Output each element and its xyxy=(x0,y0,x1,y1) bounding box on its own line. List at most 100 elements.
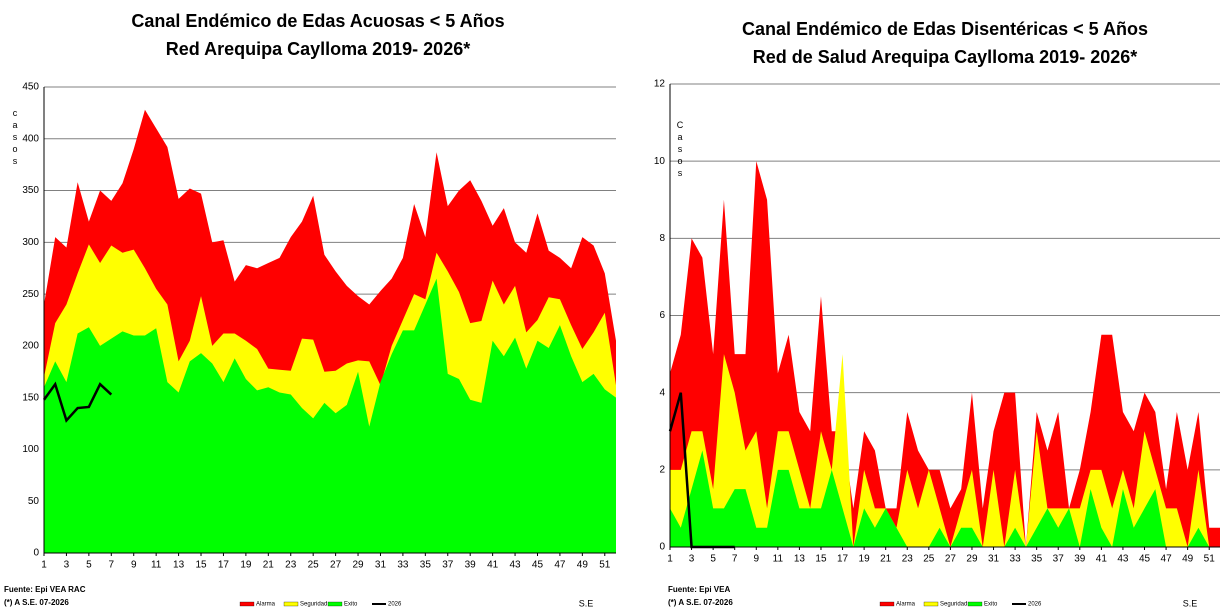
x-tick-label: 9 xyxy=(753,554,759,565)
x-tick-label: 47 xyxy=(554,560,566,571)
x-tick-label: 11 xyxy=(773,554,784,565)
x-tick-label: 11 xyxy=(151,560,162,571)
x-tick-label: 17 xyxy=(218,560,230,571)
area xyxy=(670,450,1220,547)
x-tick-label: 31 xyxy=(988,554,1000,565)
y-tick-label: 450 xyxy=(22,82,39,93)
x-tick-label: 1 xyxy=(667,554,673,565)
chart-title: Canal Endémico de Edas Disentéricas < 5 … xyxy=(742,19,1148,39)
y-axis-label: Casos xyxy=(675,120,685,180)
y-tick-label: 4 xyxy=(659,387,665,398)
legend-label: Seguridad xyxy=(940,602,967,608)
x-tick-label: 43 xyxy=(1117,554,1129,565)
chart-subtitle: Red de Salud Arequipa Caylloma 2019- 202… xyxy=(753,47,1138,67)
x-tick-label: 41 xyxy=(1096,554,1108,565)
area xyxy=(670,354,1220,547)
x-tick-label: 9 xyxy=(131,560,137,571)
legend-label: Exito xyxy=(344,602,358,608)
x-tick-label: 33 xyxy=(1010,554,1022,565)
y-tick-label: 50 xyxy=(28,496,40,507)
legend-swatch xyxy=(327,601,343,607)
y-tick-label: 2 xyxy=(659,464,665,475)
line xyxy=(42,381,113,423)
legend-label: Alarma xyxy=(256,602,276,608)
x-tick-label: 23 xyxy=(902,554,914,565)
x-tick-label: 13 xyxy=(173,560,185,571)
x-tick-label: 43 xyxy=(509,560,521,571)
legend-label: 2026 xyxy=(388,602,402,608)
x-tick-label: 15 xyxy=(195,560,207,571)
x-tick-label: 27 xyxy=(945,554,957,565)
x-tick-label: 23 xyxy=(285,560,297,571)
x-tick-label: 7 xyxy=(109,560,115,571)
x-axis-label: S.E xyxy=(579,598,594,608)
x-tick-label: 15 xyxy=(815,554,827,565)
legend-swatch xyxy=(239,601,255,607)
x-tick-label: 29 xyxy=(966,554,978,565)
y-tick-label: 10 xyxy=(654,156,666,167)
note: (*) A S.E. 07-2026 xyxy=(4,598,69,607)
x-axis-label: S.E xyxy=(1183,598,1198,608)
y-tick-label: 0 xyxy=(659,542,665,553)
y-tick-label: 300 xyxy=(22,237,39,248)
x-tick-label: 29 xyxy=(352,560,364,571)
y-axis-label: casos xyxy=(10,108,20,168)
source: Fuente: Epi VEA xyxy=(668,585,730,594)
x-tick-label: 25 xyxy=(923,554,935,565)
x-tick-label: 45 xyxy=(532,560,544,571)
x-tick-label: 35 xyxy=(420,560,432,571)
x-tick-label: 27 xyxy=(330,560,342,571)
x-tick-label: 49 xyxy=(577,560,589,571)
y-tick-label: 150 xyxy=(22,392,39,403)
legend-swatch xyxy=(283,601,299,607)
x-tick-label: 3 xyxy=(689,554,695,565)
y-tick-label: 100 xyxy=(22,444,39,455)
x-tick-label: 45 xyxy=(1139,554,1151,565)
y-tick-label: 6 xyxy=(659,310,665,321)
y-tick-label: 0 xyxy=(33,548,39,559)
x-tick-label: 19 xyxy=(240,560,252,571)
y-tick-label: 12 xyxy=(654,79,666,90)
y-tick-label: 400 xyxy=(22,133,39,144)
x-tick-label: 35 xyxy=(1031,554,1043,565)
legend-label: Seguridad xyxy=(300,602,327,608)
x-tick-label: 21 xyxy=(880,554,892,565)
x-tick-label: 1 xyxy=(41,560,47,571)
x-tick-label: 3 xyxy=(64,560,70,571)
x-tick-label: 33 xyxy=(397,560,409,571)
x-tick-label: 25 xyxy=(308,560,320,571)
y-tick-label: 350 xyxy=(22,185,39,196)
x-tick-label: 37 xyxy=(442,560,454,571)
x-tick-label: 5 xyxy=(86,560,92,571)
y-tick-label: 200 xyxy=(22,341,39,352)
note: (*) A S.E. 07-2026 xyxy=(668,598,733,607)
y-tick-label: 8 xyxy=(659,233,665,244)
x-tick-label: 39 xyxy=(465,560,477,571)
x-tick-label: 13 xyxy=(794,554,806,565)
x-tick-label: 41 xyxy=(487,560,499,571)
x-tick-label: 31 xyxy=(375,560,387,571)
x-tick-label: 7 xyxy=(732,554,738,565)
x-tick-label: 51 xyxy=(1204,554,1216,565)
x-tick-label: 37 xyxy=(1053,554,1065,565)
x-tick-label: 39 xyxy=(1074,554,1086,565)
x-tick-label: 17 xyxy=(837,554,849,565)
legend-swatch xyxy=(879,601,895,607)
y-tick-label: 250 xyxy=(22,289,39,300)
legend-label: Alarma xyxy=(896,602,916,608)
x-tick-label: 19 xyxy=(859,554,871,565)
legend-swatch xyxy=(967,601,983,607)
area xyxy=(44,278,616,553)
x-tick-label: 49 xyxy=(1182,554,1194,565)
x-tick-label: 51 xyxy=(599,560,611,571)
chart-title: Canal Endémico de Edas Acuosas < 5 Años xyxy=(131,11,504,31)
legend-label: Exito xyxy=(984,602,998,608)
area xyxy=(670,161,1220,547)
x-tick-label: 21 xyxy=(263,560,275,571)
chart-subtitle: Red Arequipa Caylloma 2019- 2026* xyxy=(166,39,470,59)
source: Fuente: Epi VEA RAC xyxy=(4,585,86,594)
x-tick-label: 5 xyxy=(710,554,716,565)
legend-swatch xyxy=(923,601,939,607)
